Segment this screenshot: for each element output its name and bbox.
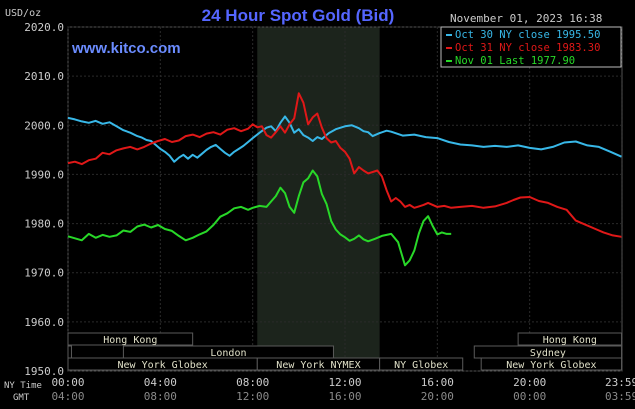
y-tick-label: 1980.0	[24, 218, 64, 231]
y-tick-label: 1990.0	[24, 168, 64, 181]
ny-tick-label: 08:00	[236, 376, 269, 389]
y-unit-label: USD/oz	[5, 8, 41, 19]
gmt-tick-label: 04:00	[51, 390, 84, 403]
y-tick-label: 1970.0	[24, 267, 64, 280]
session-bar: Sydney	[473, 345, 623, 359]
legend-entry: Oct 31 NY close 1983.30	[455, 42, 600, 54]
nymex-session-shading	[257, 27, 380, 371]
session-label: Hong Kong	[543, 335, 597, 346]
legend-entry: Oct 30 NY close 1995.50	[455, 29, 600, 41]
session-bar-rect	[379, 357, 464, 371]
session-bar: New York Globex	[67, 357, 258, 371]
ny-tick-label: 00:00	[51, 376, 84, 389]
chart-title: 24 Hour Spot Gold (Bid)	[202, 6, 395, 25]
session-bar-rect	[67, 345, 72, 359]
session-bar: New York NYMEX	[256, 357, 381, 371]
ny-tick-label: 20:00	[513, 376, 546, 389]
session-label: Sydney	[530, 348, 566, 359]
y-tick-label: 1950.0	[24, 365, 64, 378]
session-bar: Hong Kong	[517, 332, 623, 346]
session-label: New York NYMEX	[276, 360, 360, 371]
y-tick-label: 1960.0	[24, 316, 64, 329]
y-tick-label: 2020.0	[24, 21, 64, 34]
session-bar: London	[122, 345, 334, 359]
session-label: London	[210, 348, 246, 359]
gmt-tick-label: 00:00	[513, 390, 546, 403]
gmt-tick-label: 16:00	[328, 390, 361, 403]
gmt-label: GMT	[13, 393, 30, 403]
site-watermark: www.kitco.com	[71, 40, 181, 57]
session-bar: Hong Kong	[67, 332, 194, 346]
session-label: NY Globex	[394, 360, 448, 371]
legend-box	[440, 26, 622, 68]
gmt-tick-label: 03:59	[605, 390, 635, 403]
gmt-tick-label: 20:00	[421, 390, 454, 403]
ny-time-label: NY Time	[4, 381, 42, 391]
ny-tick-label: 12:00	[328, 376, 361, 389]
date-stamp: November 01, 2023 16:38	[450, 12, 602, 25]
session-label: New York Globex	[506, 360, 596, 371]
session-label: New York Globex	[117, 360, 207, 371]
legend-entry: Nov 01 Last 1977.90	[455, 55, 575, 67]
session-bar-rect	[67, 332, 194, 346]
y-tick-label: 2000.0	[24, 119, 64, 132]
ny-tick-label: 16:00	[421, 376, 454, 389]
ny-tick-label: 04:00	[144, 376, 177, 389]
session-bar	[67, 345, 72, 359]
y-tick-label: 2010.0	[24, 70, 64, 83]
session-bar-rect	[517, 332, 623, 346]
session-bar: NY Globex	[379, 357, 464, 371]
series-line-3	[67, 169, 452, 267]
session-bar-rect	[480, 357, 623, 371]
series-line-2	[67, 92, 622, 238]
session-label: Hong Kong	[103, 335, 157, 346]
session-bar: New York Globex	[480, 357, 623, 371]
gmt-tick-label: 08:00	[144, 390, 177, 403]
ny-tick-label: 23:59	[605, 376, 635, 389]
gmt-tick-label: 12:00	[236, 390, 269, 403]
